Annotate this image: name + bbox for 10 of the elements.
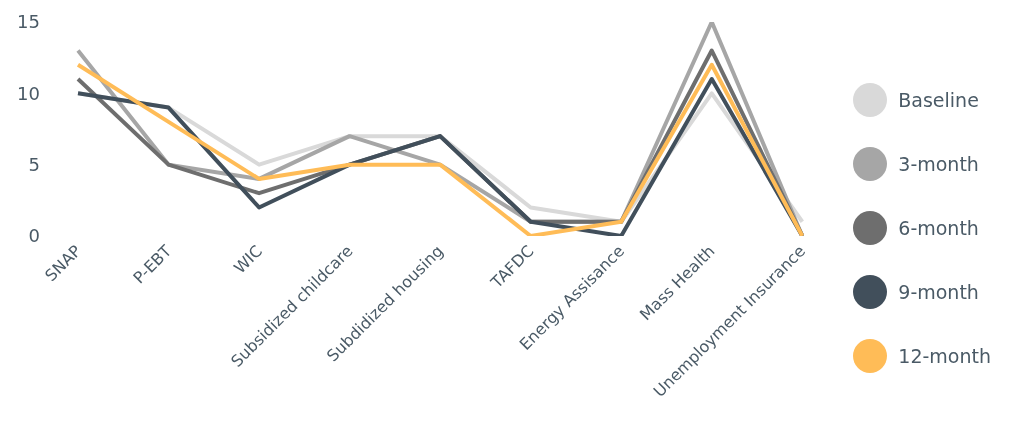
y-tick-label: 5	[28, 154, 40, 176]
legend-label: 12-month	[898, 345, 991, 367]
legend-label: 3-month	[898, 153, 979, 175]
x-tick-label: WIC	[230, 241, 266, 278]
y-tick-label: 0	[28, 225, 40, 247]
y-tick-label: 10	[17, 82, 40, 104]
legend-label: 9-month	[898, 281, 979, 303]
legend-label: Baseline	[898, 89, 979, 111]
legend-label: 6-month	[898, 217, 979, 239]
y-tick-label: 15	[17, 11, 40, 33]
